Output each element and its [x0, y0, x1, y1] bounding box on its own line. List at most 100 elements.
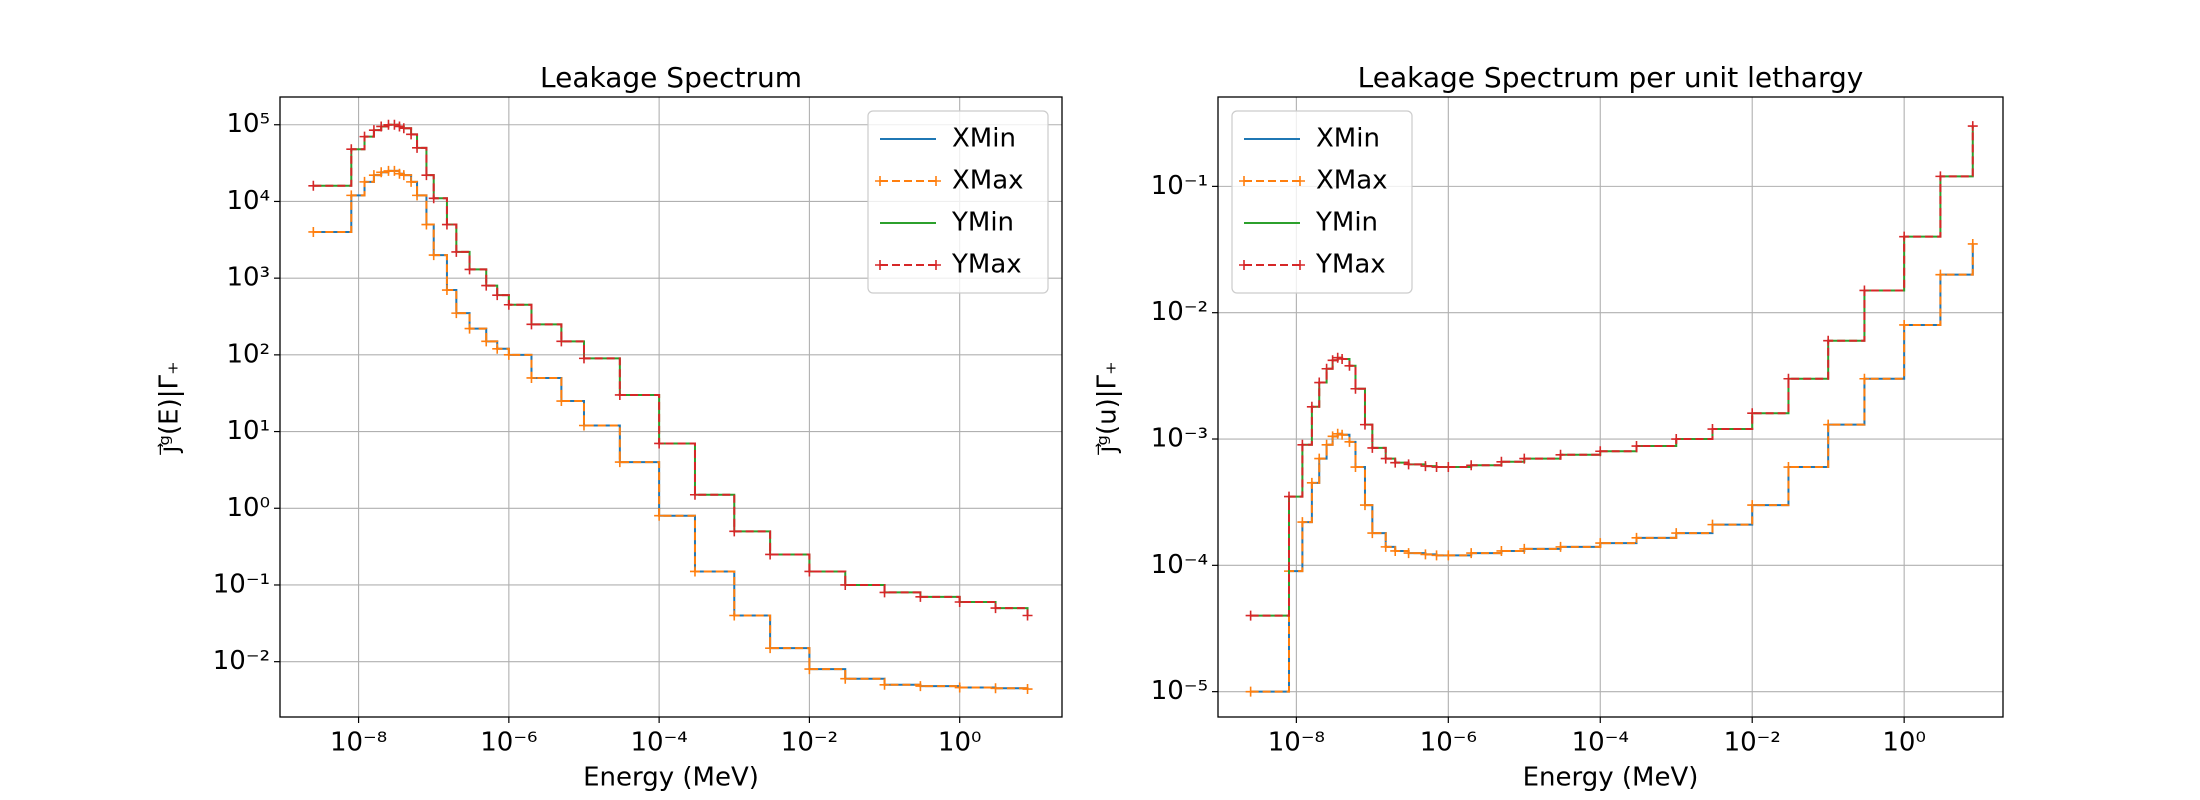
point-marker: [394, 168, 405, 179]
point-marker: [1555, 449, 1566, 460]
point-marker: [1431, 550, 1442, 561]
series-line: [1250, 126, 1974, 617]
point-marker: [406, 176, 417, 187]
point-marker: [359, 176, 370, 187]
point-marker: [578, 353, 589, 364]
point-marker: [1899, 319, 1910, 330]
legend-label: YMax: [951, 250, 1022, 280]
point-marker: [729, 610, 740, 621]
point-marker: [1327, 431, 1338, 442]
point-marker: [915, 591, 926, 602]
subplot: Leakage Spectrum 10⁻⁸ 10⁻⁶ 10⁻⁴ 10⁻² 10⁰ 10⁻² 1…: [155, 61, 1063, 793]
x-tick-label: 10⁻²: [1724, 728, 1781, 758]
legend-marker: [931, 176, 941, 186]
point-marker: [765, 549, 776, 560]
point-marker: [1823, 419, 1834, 430]
point-marker: [441, 285, 452, 296]
point-marker: [1783, 462, 1794, 473]
axes-frame: [1217, 96, 2004, 718]
x-axis-label: Energy (MeV): [583, 763, 759, 793]
point-marker: [1022, 684, 1033, 695]
y-axis-label: j⃗ᵍ(E)|Γ₊: [155, 361, 185, 455]
subplot: Leakage Spectrum per unit lethargy 10⁻⁸ 10…: [1093, 61, 2004, 793]
point-marker: [346, 144, 357, 155]
axes-frame: [279, 96, 1063, 718]
point-marker: [464, 323, 475, 334]
point-marker: [1967, 238, 1978, 249]
point-marker: [1380, 541, 1391, 552]
y-tick-label: 10²: [226, 339, 270, 369]
point-marker: [503, 299, 514, 310]
x-tick-label: 10⁻²: [781, 728, 838, 758]
y-tick-label: 10⁻⁵: [1151, 676, 1208, 706]
legend-marker: [1295, 176, 1305, 186]
point-marker: [1935, 269, 1946, 280]
point-marker: [1420, 549, 1431, 560]
point-marker: [1595, 538, 1606, 549]
plot-area: [308, 119, 1033, 695]
point-marker: [398, 123, 409, 134]
point-marker: [492, 343, 503, 354]
point-marker: [765, 643, 776, 654]
y-tick-label: 10⁻¹: [1151, 171, 1208, 201]
point-marker: [1380, 453, 1391, 464]
point-marker: [1631, 532, 1642, 543]
point-marker: [1306, 477, 1317, 488]
point-marker: [464, 264, 475, 275]
point-marker: [1327, 355, 1338, 366]
legend-label: XMin: [1316, 124, 1380, 154]
point-marker: [1403, 548, 1414, 559]
point-marker: [578, 420, 589, 431]
point-marker: [398, 170, 409, 181]
point-marker: [1350, 462, 1361, 473]
point-marker: [1496, 456, 1507, 467]
point-marker: [840, 673, 851, 684]
point-marker: [1443, 550, 1454, 561]
y-tick-label: 10⁻³: [1151, 424, 1208, 454]
point-marker: [954, 596, 965, 607]
point-marker: [389, 119, 400, 130]
point-marker: [1707, 519, 1718, 530]
point-marker: [492, 290, 503, 301]
point-marker: [1555, 541, 1566, 552]
point-marker: [1899, 231, 1910, 242]
point-marker: [1359, 500, 1370, 511]
point-marker: [481, 336, 492, 347]
point-marker: [804, 664, 815, 675]
point-marker: [394, 121, 405, 132]
x-tick-label: 10⁻⁶: [480, 728, 537, 758]
point-marker: [526, 372, 537, 383]
point-marker: [1443, 462, 1454, 473]
point-marker: [412, 190, 423, 201]
legend-label: YMin: [951, 208, 1014, 238]
point-marker: [654, 438, 665, 449]
point-marker: [1359, 419, 1370, 430]
point-marker: [1350, 383, 1361, 394]
point-marker: [1297, 517, 1308, 528]
point-marker: [689, 566, 700, 577]
point-marker: [526, 319, 537, 330]
series-line: [1250, 243, 1974, 693]
point-marker: [481, 280, 492, 291]
point-marker: [1859, 285, 1870, 296]
point-marker: [1344, 436, 1355, 447]
legend-label: YMin: [1315, 208, 1378, 238]
point-marker: [556, 396, 567, 407]
point-marker: [1466, 460, 1477, 471]
point-marker: [1671, 434, 1682, 445]
y-tick-label: 10⁻²: [213, 646, 270, 676]
point-marker: [1337, 353, 1348, 364]
point-marker: [376, 121, 387, 132]
series-line: [313, 169, 1029, 690]
legend: XMin XMax YMin YMax: [1231, 110, 1413, 294]
x-tick-label: 10⁻⁴: [1572, 728, 1629, 758]
point-marker: [1707, 424, 1718, 435]
point-marker: [1390, 457, 1401, 468]
point-marker: [879, 587, 890, 598]
y-tick-label: 10⁵: [226, 109, 270, 139]
x-tick-label: 10⁻⁸: [1268, 728, 1325, 758]
point-marker: [359, 131, 370, 142]
point-marker: [804, 566, 815, 577]
point-marker: [308, 180, 319, 191]
